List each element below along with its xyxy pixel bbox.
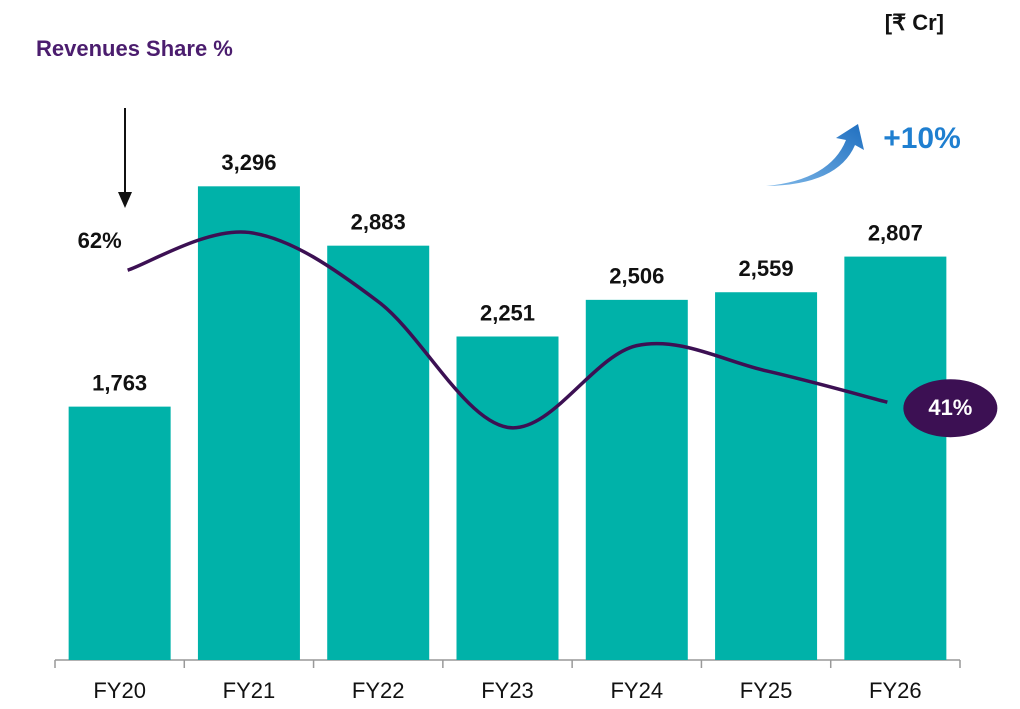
share-badge: [903, 379, 998, 438]
bar: [197, 186, 300, 660]
bar: [715, 292, 818, 660]
growth-arrow: [766, 124, 864, 186]
unit-label: [₹ Cr]: [885, 10, 944, 35]
bar-value-label: 2,807: [868, 220, 923, 245]
bar-value-label: 1,763: [92, 370, 147, 395]
bar-value-label: 3,296: [221, 150, 276, 175]
bar-value-label: 2,251: [480, 300, 535, 325]
bar-value-label: 2,559: [739, 256, 794, 281]
bar: [327, 245, 430, 661]
x-tick-label: FY23: [481, 678, 534, 703]
x-tick-label: FY25: [740, 678, 793, 703]
share-line: [127, 230, 888, 430]
bar: [456, 336, 559, 660]
pointer-arrow-head: [118, 192, 132, 208]
share-label: 62%: [78, 228, 122, 253]
bar-value-label: 2,506: [609, 264, 664, 289]
bar: [68, 406, 171, 660]
growth-annotation: +10%: [883, 122, 961, 155]
x-tick-label: FY24: [610, 678, 663, 703]
x-tick-label: FY26: [869, 678, 922, 703]
x-tick-label: FY20: [93, 678, 146, 703]
share-label: 41%: [928, 395, 972, 420]
x-tick-label: FY21: [223, 678, 276, 703]
x-tick-label: FY22: [352, 678, 405, 703]
subtitle: Revenues Share %: [36, 36, 233, 61]
bar-value-label: 2,883: [351, 209, 406, 234]
bar: [585, 299, 688, 660]
bar: [844, 256, 947, 660]
